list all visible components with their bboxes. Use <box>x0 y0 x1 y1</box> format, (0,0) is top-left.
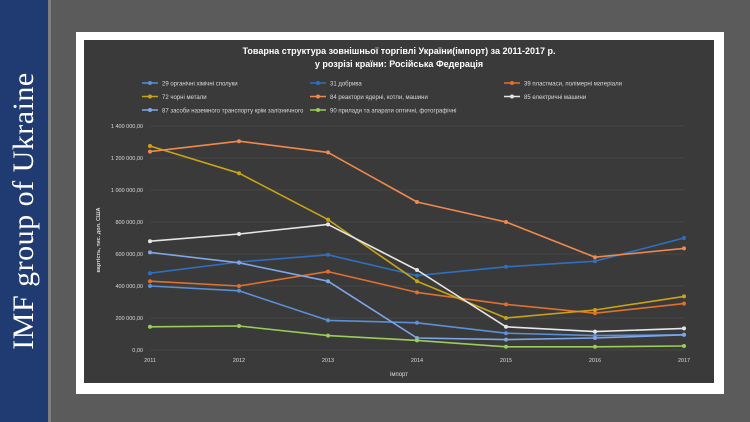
data-point <box>593 329 597 334</box>
data-point <box>326 222 330 227</box>
y-tick-label: 0,00 <box>132 348 143 354</box>
data-point <box>415 338 419 343</box>
data-point <box>682 301 686 306</box>
legend-marker <box>316 108 320 112</box>
data-point <box>504 220 508 224</box>
legend-label: 31 добрива <box>330 82 362 88</box>
data-point <box>148 239 152 244</box>
data-point <box>415 200 419 204</box>
y-tick-label: 1 200 000,00 <box>111 156 143 162</box>
brand-text: IMF group of Ukraine <box>7 72 40 350</box>
y-tick-label: 600 000,00 <box>115 252 143 258</box>
data-point <box>237 171 241 176</box>
data-point <box>415 290 419 295</box>
data-point <box>326 217 330 222</box>
data-point <box>682 294 686 299</box>
data-point <box>415 268 419 272</box>
y-tick-label: 1 400 000,00 <box>111 124 143 130</box>
data-point <box>237 288 241 293</box>
legend-label: 87 засоби наземного транспорту крiм залi… <box>162 109 304 115</box>
legend-marker <box>316 94 320 99</box>
legend-marker <box>148 81 152 85</box>
side-divider <box>48 0 51 422</box>
data-point <box>593 259 597 264</box>
data-point <box>148 279 152 284</box>
legend-label: 39 пластмаси, полiмернi матерiали <box>524 82 622 88</box>
legend-label: 85 електричнi машини <box>524 95 586 101</box>
data-point <box>326 279 330 284</box>
data-point <box>593 308 597 312</box>
chart-area: Товарна структура зовнішньої торгівлі Ук… <box>84 40 714 383</box>
y-axis-title: вартість, тис. дол. США <box>96 207 102 272</box>
data-point <box>504 331 508 336</box>
side-band: IMF group of Ukraine <box>0 0 48 422</box>
data-point <box>148 149 152 154</box>
data-point <box>593 344 597 349</box>
legend-label: 84 реактори ядерні, котли, машини <box>330 95 428 101</box>
series-line <box>149 140 685 258</box>
data-point <box>415 273 419 278</box>
x-tick-label: 2014 <box>411 358 423 364</box>
x-tick-label: 2012 <box>233 358 245 364</box>
x-axis-title: імпорт <box>390 372 408 378</box>
data-point <box>682 236 686 240</box>
line-chart: Товарна структура зовнішньої торгівлі Ук… <box>96 46 690 378</box>
data-point <box>504 264 508 269</box>
data-point <box>504 324 508 329</box>
chart-title-line-1: Товарна структура зовнішньої торгівлі Ук… <box>242 46 555 56</box>
data-point <box>682 344 686 348</box>
y-tick-label: 200 000,00 <box>115 316 143 322</box>
y-tick-label: 400 000,00 <box>115 284 143 290</box>
data-point <box>504 337 508 342</box>
data-point <box>326 333 330 338</box>
x-tick-label: 2013 <box>322 358 334 364</box>
x-tick-label: 2015 <box>500 358 512 364</box>
y-tick-label: 1 000 000,00 <box>111 188 143 194</box>
data-point <box>682 326 686 331</box>
legend-label: 72 чорнi метали <box>162 95 207 101</box>
data-point <box>593 311 597 316</box>
data-point <box>682 246 686 251</box>
data-point <box>415 320 419 325</box>
x-tick-label: 2016 <box>589 358 601 364</box>
data-point <box>148 284 152 288</box>
chart-title-line-2: у розрізі країни: Російська Федерація <box>315 59 483 69</box>
data-point <box>504 316 508 320</box>
x-tick-label: 2017 <box>678 358 690 364</box>
data-point <box>148 271 152 276</box>
legend-label: 29 органiчнi хiмiчнi сполуки <box>162 82 238 88</box>
legend-marker <box>316 81 320 85</box>
data-point <box>237 232 241 236</box>
legend-marker <box>148 94 152 99</box>
data-point <box>237 284 241 288</box>
data-point <box>593 336 597 340</box>
data-point <box>504 302 508 307</box>
data-point <box>504 344 508 349</box>
y-tick-label: 800 000,00 <box>115 220 143 226</box>
data-point <box>682 332 686 337</box>
data-point <box>415 279 419 284</box>
legend-marker <box>148 108 152 112</box>
data-point <box>237 324 241 328</box>
x-tick-label: 2011 <box>144 358 156 364</box>
legend-marker <box>510 81 514 85</box>
data-point <box>593 255 597 260</box>
data-point <box>148 250 152 255</box>
legend-label: 90 прилади та апарати оптичнi, фотографi… <box>330 109 456 115</box>
data-point <box>237 139 241 144</box>
data-point <box>148 324 152 329</box>
data-point <box>326 150 330 155</box>
data-point <box>237 260 241 265</box>
data-point <box>148 144 152 148</box>
data-point <box>326 252 330 257</box>
legend-marker <box>510 94 514 99</box>
series-line <box>149 223 685 333</box>
data-point <box>326 318 330 323</box>
data-point <box>326 269 330 274</box>
